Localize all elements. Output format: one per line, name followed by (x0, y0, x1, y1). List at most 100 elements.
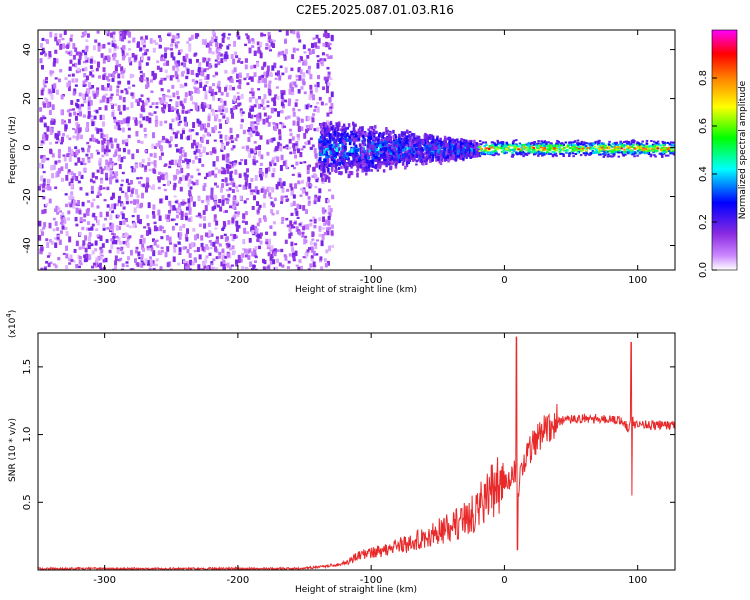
spectrogram-cell (656, 143, 659, 146)
spectrogram-cell (144, 49, 148, 55)
spectrogram-cell (53, 208, 57, 213)
spectrogram-cell (337, 132, 340, 138)
spectrogram-cell (590, 142, 593, 145)
spectrogram-cell (329, 77, 333, 80)
spectrogram-cell (260, 171, 264, 177)
spectrogram-cell (235, 220, 239, 227)
spectrogram-cell (72, 199, 76, 206)
spectrogram-cell (323, 131, 327, 136)
spectrogram-cell (146, 177, 150, 182)
spectrogram-cell (135, 262, 139, 266)
spectrogram-cell (144, 165, 148, 171)
spectrogram-cell (253, 104, 257, 108)
spectrogram-cell (288, 88, 292, 95)
spectrogram-cell (264, 84, 268, 88)
spectrogram-cell (284, 48, 288, 55)
spectrogram-cell (87, 88, 91, 95)
spectrogram-cell (355, 149, 358, 155)
spectrogram-cell (405, 129, 409, 134)
spectrogram-cell (54, 49, 58, 54)
spectrogram-cell (202, 185, 206, 191)
spectrogram-cell (325, 152, 329, 157)
spectrogram-cell (257, 79, 261, 84)
spectrogram-cell (527, 142, 531, 145)
spectrogram-cell (83, 258, 87, 263)
spectrogram-cell (343, 128, 346, 131)
spectrogram-cell (267, 252, 271, 257)
spectrogram-cell (184, 233, 188, 239)
spectrogram-cell (52, 164, 56, 170)
spectrogram-cell (215, 41, 219, 48)
spectrogram-cell (114, 162, 118, 166)
spectrogram-cell (587, 142, 590, 145)
spectrogram-cell (169, 207, 173, 211)
spectrogram-cell (143, 79, 147, 82)
spectrogram-cell (106, 83, 110, 88)
spectrogram-cell (238, 102, 242, 106)
spectrogram-cell (42, 226, 46, 230)
spectrogram-cell (390, 156, 394, 161)
spectrogram-cell (664, 150, 668, 153)
spectrogram-cell (100, 129, 104, 135)
spectrogram-cell (67, 85, 71, 92)
spectrogram-cell (195, 149, 199, 153)
spectrogram-cell (147, 226, 151, 230)
spectrogram-cell (284, 116, 288, 120)
spectrogram-cell (325, 249, 329, 254)
spectrogram-cell (279, 165, 283, 171)
spectrogram-cell (107, 78, 111, 82)
spectrogram-cell (325, 32, 329, 39)
spectrogram-cell (298, 267, 302, 270)
spectrogram-cell (215, 48, 219, 54)
spectrogram-cell (389, 144, 392, 148)
spectrogram-cell (175, 109, 179, 114)
spectrogram-cell (110, 102, 114, 106)
spectrogram-cell (84, 55, 88, 60)
spectrogram-cell (323, 173, 327, 177)
spectrogram-cell (291, 173, 295, 176)
spectrogram-cell (91, 121, 95, 127)
spectrogram-cell (328, 164, 331, 167)
spectrogram-cell (512, 141, 515, 144)
spectrogram-cell (91, 250, 95, 255)
spectrogram-cell (216, 185, 220, 188)
spectrogram-cell (326, 132, 330, 137)
spectrogram-cell (287, 115, 291, 119)
spectrogram-cell (217, 61, 221, 66)
spectrogram-cell (515, 139, 518, 142)
spectrogram-cell (40, 175, 44, 181)
spectrogram-cell (335, 131, 338, 135)
spectrogram-cell (420, 158, 423, 163)
spectrogram-cell (268, 139, 272, 142)
spectrogram-cell (230, 264, 234, 267)
spectrogram-cell (307, 200, 311, 204)
spectrogram-cell (127, 40, 131, 44)
spectrogram-cell (314, 174, 318, 180)
spectrogram-cell (217, 51, 221, 56)
spectrogram-cell (425, 146, 428, 152)
spectrogram-cell (217, 242, 221, 246)
spectrogram-cell (209, 151, 213, 156)
spectrogram-cell (75, 240, 79, 247)
spectrogram-cell (330, 135, 333, 138)
spectrogram-cell (474, 144, 477, 149)
spectrogram-cell (203, 68, 207, 73)
spectrogram-cell (480, 153, 484, 156)
spectrogram-cell (61, 136, 65, 143)
spectrogram-cell (178, 203, 182, 208)
spectrogram-cell (110, 203, 114, 209)
spectrogram-cell (404, 165, 407, 170)
spectrogram-cell (536, 151, 539, 154)
spectrogram-cell (70, 34, 74, 38)
spectrogram-cell (82, 240, 86, 246)
spectrogram-cell (285, 198, 289, 202)
spectrogram-cell (140, 105, 144, 112)
spectrogram-cell (416, 141, 419, 144)
spectrogram-cell (351, 164, 354, 167)
spectrogram-cell (378, 164, 382, 169)
spectrogram-cell (84, 51, 88, 56)
spectrogram-cell (142, 52, 146, 56)
spectrogram-cell (255, 228, 259, 233)
spectrogram-cell (50, 240, 54, 245)
spectrogram-cell (515, 145, 518, 148)
